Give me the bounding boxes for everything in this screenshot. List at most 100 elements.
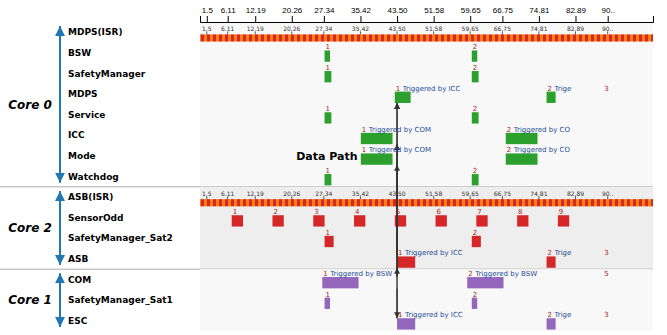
- tick-label: 82.89: [566, 6, 587, 15]
- task-label: Watchdog: [68, 172, 119, 182]
- task-bar: [325, 112, 332, 123]
- number-annotation: 7: [477, 208, 481, 216]
- tick-label: 1.5: [202, 6, 214, 15]
- tick-label: 43.50: [388, 6, 409, 15]
- task-label: Mode: [68, 151, 96, 161]
- x-tick: 1.5: [202, 6, 214, 22]
- isr-tick-label: 12.19: [247, 25, 264, 32]
- group-label: Core 0: [8, 98, 52, 112]
- isr-tick-label: 74.81: [530, 25, 547, 32]
- isr-tick-label: 43.50: [388, 190, 405, 197]
- number-annotation: 3: [604, 249, 608, 257]
- number-annotation: 1: [396, 85, 400, 93]
- number-annotation: 2: [548, 249, 552, 257]
- task-label: BSW: [68, 48, 91, 58]
- task-bar: [361, 153, 393, 164]
- task-bar: [397, 318, 415, 329]
- number-annotation: 2: [507, 126, 511, 134]
- task-bar: [361, 133, 393, 144]
- isr-tick-label: 35.42: [352, 25, 369, 32]
- bar-label: Triggered by BSW: [474, 270, 537, 278]
- tick-mark: [470, 16, 471, 22]
- group-shading: [0, 22, 653, 331]
- bar-label: Triggered by BSW: [329, 270, 392, 278]
- group-band: [200, 22, 653, 187]
- x-tick: 59.65: [461, 6, 482, 22]
- task-bar: [472, 112, 479, 123]
- isr-tick-label: 27.34: [315, 25, 332, 32]
- isr-tick-label: 51.58: [425, 25, 442, 32]
- isr-tick-label: 82.89: [567, 25, 584, 32]
- number-annotation: 2: [507, 146, 511, 154]
- tick-label: 27.34: [314, 6, 335, 15]
- x-tick: 12.19: [246, 6, 267, 22]
- tick-mark: [255, 16, 256, 22]
- x-tick: 20.26: [282, 6, 303, 22]
- task-bar: [472, 174, 479, 185]
- task-bar: [472, 298, 477, 309]
- isr-tick-label: 66.75: [494, 190, 511, 197]
- group-label: Core 2: [8, 221, 52, 235]
- task-bar: [517, 215, 528, 226]
- number-annotation: 8: [518, 208, 522, 216]
- x-axis: 1.5 6.11 12.19 20.26 27.34 35.42 43.50 51.58 59.…: [201, 6, 654, 23]
- task-bar: [325, 298, 330, 309]
- bar-label: Triggered by ICC: [402, 85, 461, 93]
- task-label: COM: [68, 275, 91, 285]
- task-bar: [313, 215, 324, 226]
- texts: 1.56.1112.1920.2627.3435.4243.5051.5859.…: [202, 25, 613, 319]
- number-annotation: 2: [548, 311, 552, 319]
- bar-label: Trige: [554, 85, 572, 93]
- x-tick: 6.11: [221, 6, 237, 22]
- isr-tick-label: 27.34: [315, 190, 332, 197]
- task-bar: [547, 92, 556, 103]
- group-band: [200, 187, 653, 269]
- tick-label: 66.75: [493, 6, 514, 15]
- x-tick: 66.75: [493, 6, 514, 22]
- task-bar: [547, 318, 556, 329]
- task-bar: [547, 256, 556, 267]
- isr-tick-label: 51.58: [425, 190, 442, 197]
- tick-mark: [360, 16, 361, 22]
- isr-tick-label: 90..: [602, 25, 614, 32]
- number-annotation: 1: [326, 229, 330, 237]
- number-annotation: 2: [473, 167, 477, 175]
- number-annotation: 3: [604, 85, 608, 93]
- group-bracket: [59, 191, 61, 265]
- task-bar: [397, 256, 415, 267]
- number-annotation: 6: [437, 208, 442, 216]
- task-label: SafetyManager_Sat2: [68, 233, 173, 243]
- number-annotation: 3: [314, 208, 318, 216]
- task-bar: [395, 92, 411, 103]
- number-annotation: 1: [326, 64, 330, 72]
- task-bar: [558, 215, 569, 226]
- number-annotation: 2: [473, 105, 477, 113]
- task-label: SafetyManager: [68, 69, 146, 79]
- task-bar: [506, 153, 538, 164]
- group-label: Core 1: [8, 293, 52, 307]
- number-annotation: 9: [559, 208, 563, 216]
- isr-tick-label: 6.11: [221, 25, 235, 32]
- task-bar: [325, 174, 332, 185]
- task-bar: [506, 133, 538, 144]
- bar-label: Triggered by COM: [368, 146, 431, 154]
- tick-label: 20.26: [282, 6, 303, 15]
- isr-bar: [200, 34, 653, 41]
- tick-mark: [397, 16, 398, 22]
- group-bracket: [59, 273, 61, 327]
- isr-tick-label: 90..: [602, 190, 614, 197]
- task-bar: [472, 71, 479, 82]
- isr-tick-label: 12.19: [247, 190, 264, 197]
- x-tick: 51.58: [424, 6, 445, 22]
- tick-mark: [207, 16, 208, 22]
- isr-tick-label: 1.5: [202, 25, 212, 32]
- task-bar: [467, 277, 503, 288]
- task-bar: [476, 215, 487, 226]
- tick-label: 90..: [602, 6, 615, 15]
- task-bar: [325, 236, 334, 247]
- number-annotation: 1: [233, 208, 237, 216]
- number-annotation: 1: [326, 105, 330, 113]
- x-tick: 82.89: [566, 6, 587, 22]
- number-annotation: 2: [473, 229, 477, 237]
- x-tick: 35.42: [351, 6, 372, 22]
